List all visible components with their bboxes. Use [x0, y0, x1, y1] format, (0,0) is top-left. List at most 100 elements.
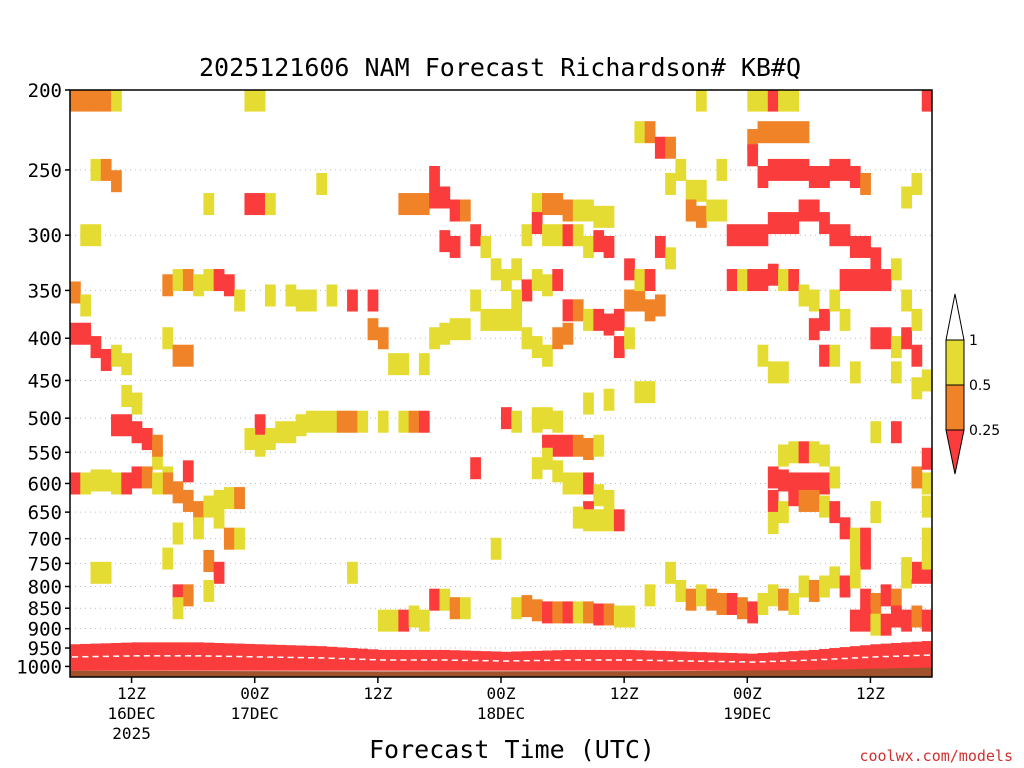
- heatmap-cell: [870, 421, 882, 444]
- heatmap-cell: [788, 89, 800, 112]
- heatmap-cell: [685, 199, 697, 222]
- band-streak: [800, 659, 807, 662]
- heatmap-cell: [459, 199, 471, 222]
- y-tick-label: 250: [28, 160, 62, 182]
- heatmap-cell: [624, 327, 635, 350]
- band-streak: [369, 658, 376, 661]
- heatmap-cell: [336, 410, 348, 433]
- band-streak: [503, 660, 510, 662]
- heatmap-cell: [603, 489, 615, 512]
- legend-swatch-mid: [945, 384, 965, 431]
- heatmap-cell: [80, 472, 92, 495]
- band-streak: [379, 659, 387, 661]
- heatmap-cell: [798, 472, 810, 495]
- heatmap-cell: [90, 336, 102, 359]
- heatmap-cell: [819, 212, 830, 235]
- heatmap-cell: [583, 472, 594, 495]
- heatmap-cell: [470, 289, 481, 312]
- heatmap-cell: [634, 289, 646, 312]
- heatmap-cell: [162, 327, 174, 350]
- heatmap-cell: [552, 193, 564, 216]
- band-streak: [626, 659, 633, 661]
- heatmap-cell: [398, 353, 410, 376]
- heatmap-cell: [398, 410, 410, 433]
- heatmap-cell: [162, 274, 174, 297]
- heatmap-cell: [357, 410, 369, 433]
- heatmap-cell: [111, 472, 122, 495]
- heatmap-cell: [172, 344, 184, 367]
- y-tick-label: 850: [28, 598, 62, 620]
- heatmap-cell: [788, 121, 800, 144]
- heatmap-cell: [377, 609, 389, 632]
- heatmap-cell: [131, 421, 143, 444]
- heatmap-cell: [223, 274, 235, 297]
- band-streak: [472, 659, 479, 662]
- band-streak: [451, 659, 458, 661]
- x-tick-time: 00Z: [240, 684, 269, 703]
- heatmap-cell: [511, 258, 523, 281]
- heatmap-cell: [562, 472, 574, 495]
- y-tick-label: 550: [28, 442, 62, 464]
- heatmap-cell: [839, 158, 851, 181]
- watermark-text: coolwx.com/models: [859, 747, 1013, 765]
- heatmap-cell: [511, 289, 523, 312]
- heatmap-cell: [490, 537, 502, 560]
- band-streak: [872, 656, 879, 658]
- band-streak: [318, 657, 325, 659]
- heatmap-cell: [778, 212, 789, 235]
- heatmap-cell: [911, 377, 923, 400]
- legend-swatch-low: [945, 429, 965, 475]
- band-streak: [667, 659, 674, 662]
- heatmap-cell: [193, 501, 204, 524]
- heatmap-cell: [531, 212, 543, 235]
- band-streak: [780, 660, 787, 662]
- heatmap-cell: [726, 269, 738, 292]
- band-streak: [215, 655, 222, 657]
- x-tick-year: 2025: [112, 724, 151, 743]
- band-streak: [851, 657, 859, 659]
- heatmap-cell: [121, 414, 133, 437]
- heatmap-cell: [254, 434, 266, 457]
- band-streak: [862, 656, 869, 659]
- heatmap-cell: [531, 269, 543, 292]
- heatmap-cell: [562, 224, 574, 247]
- heatmap-cell: [767, 212, 779, 235]
- band-streak: [420, 659, 428, 661]
- x-tick-time: 00Z: [487, 684, 516, 703]
- heatmap-cell: [80, 322, 92, 345]
- heatmap-cell: [849, 527, 861, 550]
- heatmap-cell: [798, 121, 810, 144]
- band-streak: [810, 659, 818, 661]
- heatmap-cell: [316, 410, 328, 433]
- heatmap-cell: [552, 269, 564, 292]
- heatmap-cell: [90, 158, 102, 181]
- heatmap-cell: [121, 385, 133, 408]
- heatmap-cell: [70, 322, 81, 345]
- heatmap-cell: [860, 588, 871, 611]
- heatmap-cell: [213, 269, 225, 292]
- heatmap-cell: [501, 407, 512, 430]
- band-streak: [759, 660, 766, 663]
- heatmap-cell: [911, 561, 923, 584]
- heatmap-cell: [901, 327, 912, 350]
- heatmap-cell: [829, 289, 841, 312]
- heatmap-cell: [583, 509, 594, 532]
- heatmap-cell: [706, 588, 717, 611]
- heatmap-cell: [603, 313, 615, 336]
- heatmap-cell: [439, 230, 451, 253]
- heatmap-cell: [921, 472, 933, 495]
- heatmap-cell: [398, 193, 410, 216]
- x-tick-date: 19DEC: [723, 704, 771, 723]
- heatmap-cell: [562, 434, 574, 457]
- y-tick-label: 950: [28, 638, 62, 660]
- heatmap-cell: [921, 561, 933, 584]
- heatmap-cell: [654, 235, 666, 258]
- color-legend: 1 0.5 0.25: [945, 293, 1000, 475]
- heatmap-cell: [326, 410, 338, 433]
- band-streak: [595, 659, 602, 661]
- heatmap-cell: [880, 269, 892, 292]
- heatmap-cell: [829, 224, 841, 247]
- x-axis-label: Forecast Time (UTC): [369, 735, 655, 764]
- heatmap-cell: [849, 547, 861, 570]
- band-streak: [338, 657, 345, 660]
